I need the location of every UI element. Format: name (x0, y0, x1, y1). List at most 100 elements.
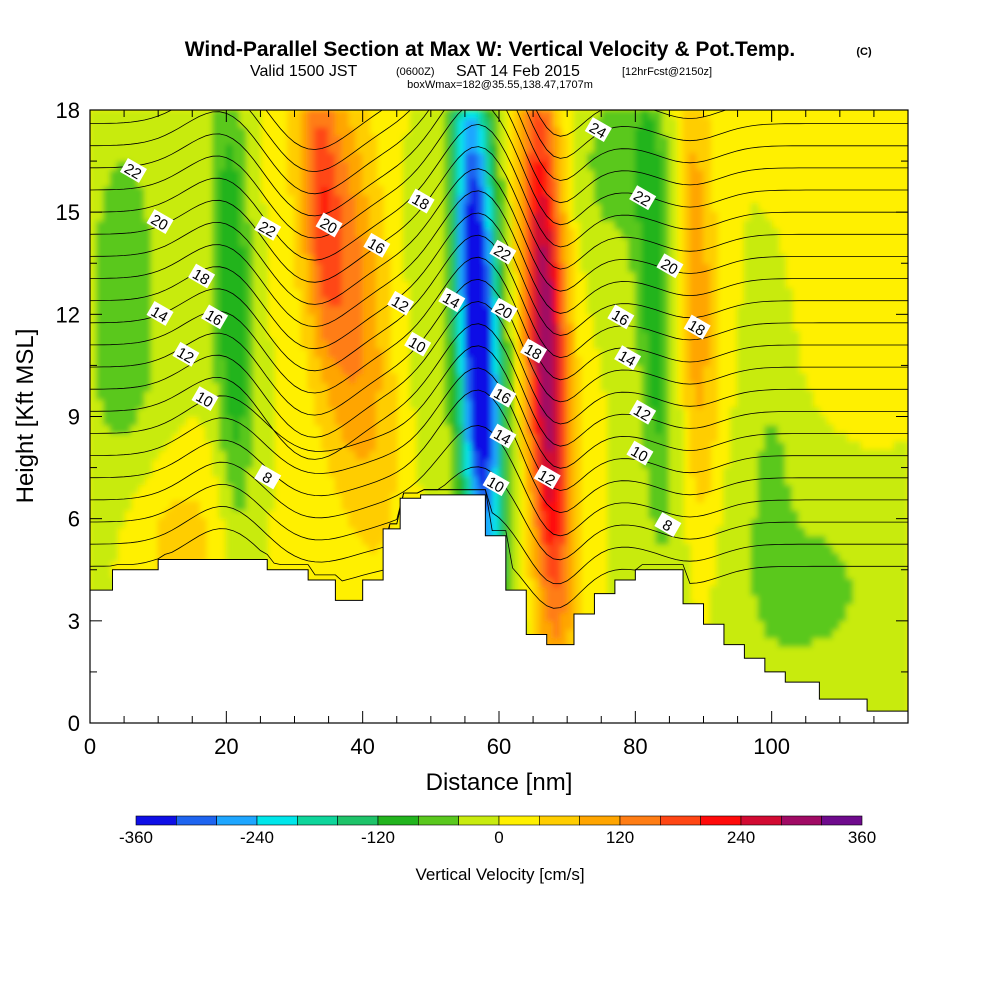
field-cell (341, 203, 350, 213)
field-cell (464, 347, 473, 358)
field-cell (341, 288, 350, 298)
field-cell (518, 450, 527, 460)
field-cell (123, 467, 132, 477)
field-cell (184, 152, 193, 162)
field-cell (362, 475, 370, 486)
field-cell (648, 509, 657, 520)
field-cell (607, 279, 616, 290)
field-cell (628, 203, 636, 213)
field-cell (553, 110, 561, 120)
field-cell (648, 262, 657, 273)
field-cell (696, 203, 704, 213)
field-cell (430, 475, 439, 486)
field-cell (409, 160, 418, 171)
field-cell (375, 322, 384, 332)
field-cell (532, 424, 541, 435)
field-cell (443, 203, 452, 213)
field-cell (566, 347, 575, 358)
field-cell (171, 169, 180, 179)
field-cell (498, 467, 507, 477)
field-cell (300, 211, 309, 222)
field-cell (573, 381, 582, 392)
field-cell (205, 110, 214, 120)
field-cell (232, 501, 241, 511)
field-cell (178, 245, 186, 256)
field-cell (219, 492, 227, 503)
field-cell (341, 110, 350, 120)
field-cell (157, 518, 166, 528)
field-cell (321, 160, 330, 171)
field-cell (362, 177, 370, 188)
field-cell (525, 518, 534, 528)
field-cell (600, 254, 609, 264)
field-cell (416, 177, 425, 188)
field-cell (505, 296, 514, 307)
field-cell (157, 381, 166, 392)
field-cell (171, 177, 180, 188)
field-cell (696, 313, 704, 324)
field-cell (566, 424, 575, 435)
field-cell (307, 211, 316, 222)
field-cell (525, 296, 534, 307)
field-cell (178, 288, 186, 298)
field-cell (457, 373, 466, 383)
field-cell (375, 509, 384, 520)
field-cell (362, 110, 370, 120)
field-cell (144, 143, 152, 154)
field-cell (600, 237, 609, 247)
field-cell (546, 484, 555, 494)
field-cell (628, 484, 636, 494)
field-cell (239, 186, 248, 196)
field-cell (723, 543, 732, 554)
field-cell (546, 509, 555, 520)
field-cell (471, 211, 480, 222)
field-cell (559, 254, 568, 264)
field-cell (505, 279, 514, 290)
field-cell (103, 492, 111, 503)
field-cell (416, 475, 425, 486)
field-cell (614, 135, 623, 145)
field-cell (628, 110, 636, 120)
field-cell (716, 552, 725, 562)
field-cell (116, 475, 125, 486)
field-cell (553, 245, 561, 256)
field-cell (443, 424, 452, 435)
field-cell (648, 518, 657, 528)
field-cell (103, 424, 111, 435)
field-cell (246, 509, 255, 520)
field-cell (266, 364, 275, 375)
field-cell (525, 390, 534, 400)
field-cell (600, 245, 609, 256)
field-cell (641, 535, 650, 545)
field-cell (655, 186, 664, 196)
field-cell (198, 288, 207, 298)
field-cell (682, 390, 691, 400)
field-cell (682, 152, 691, 162)
field-cell (709, 322, 718, 332)
field-cell (225, 220, 234, 230)
field-cell (682, 254, 691, 264)
field-cell (628, 305, 636, 315)
field-cell (389, 373, 398, 383)
field-cell (600, 110, 609, 120)
field-cell (212, 254, 221, 264)
field-cell (212, 271, 221, 281)
field-cell (505, 458, 514, 469)
field-cell (675, 407, 684, 417)
field-cell (443, 220, 452, 230)
field-cell (478, 220, 486, 230)
field-cell (471, 143, 480, 154)
field-cell (614, 288, 623, 298)
field-cell (559, 271, 568, 281)
field-cell (307, 118, 316, 128)
field-cell (491, 262, 500, 273)
field-cell (403, 262, 411, 273)
field-cell (144, 339, 152, 349)
field-cell (219, 330, 227, 341)
field-cell (307, 254, 316, 264)
field-cell (566, 603, 575, 613)
field-cell (703, 254, 711, 264)
field-cell (212, 228, 221, 239)
field-cell (416, 398, 425, 409)
field-cell (423, 390, 432, 400)
